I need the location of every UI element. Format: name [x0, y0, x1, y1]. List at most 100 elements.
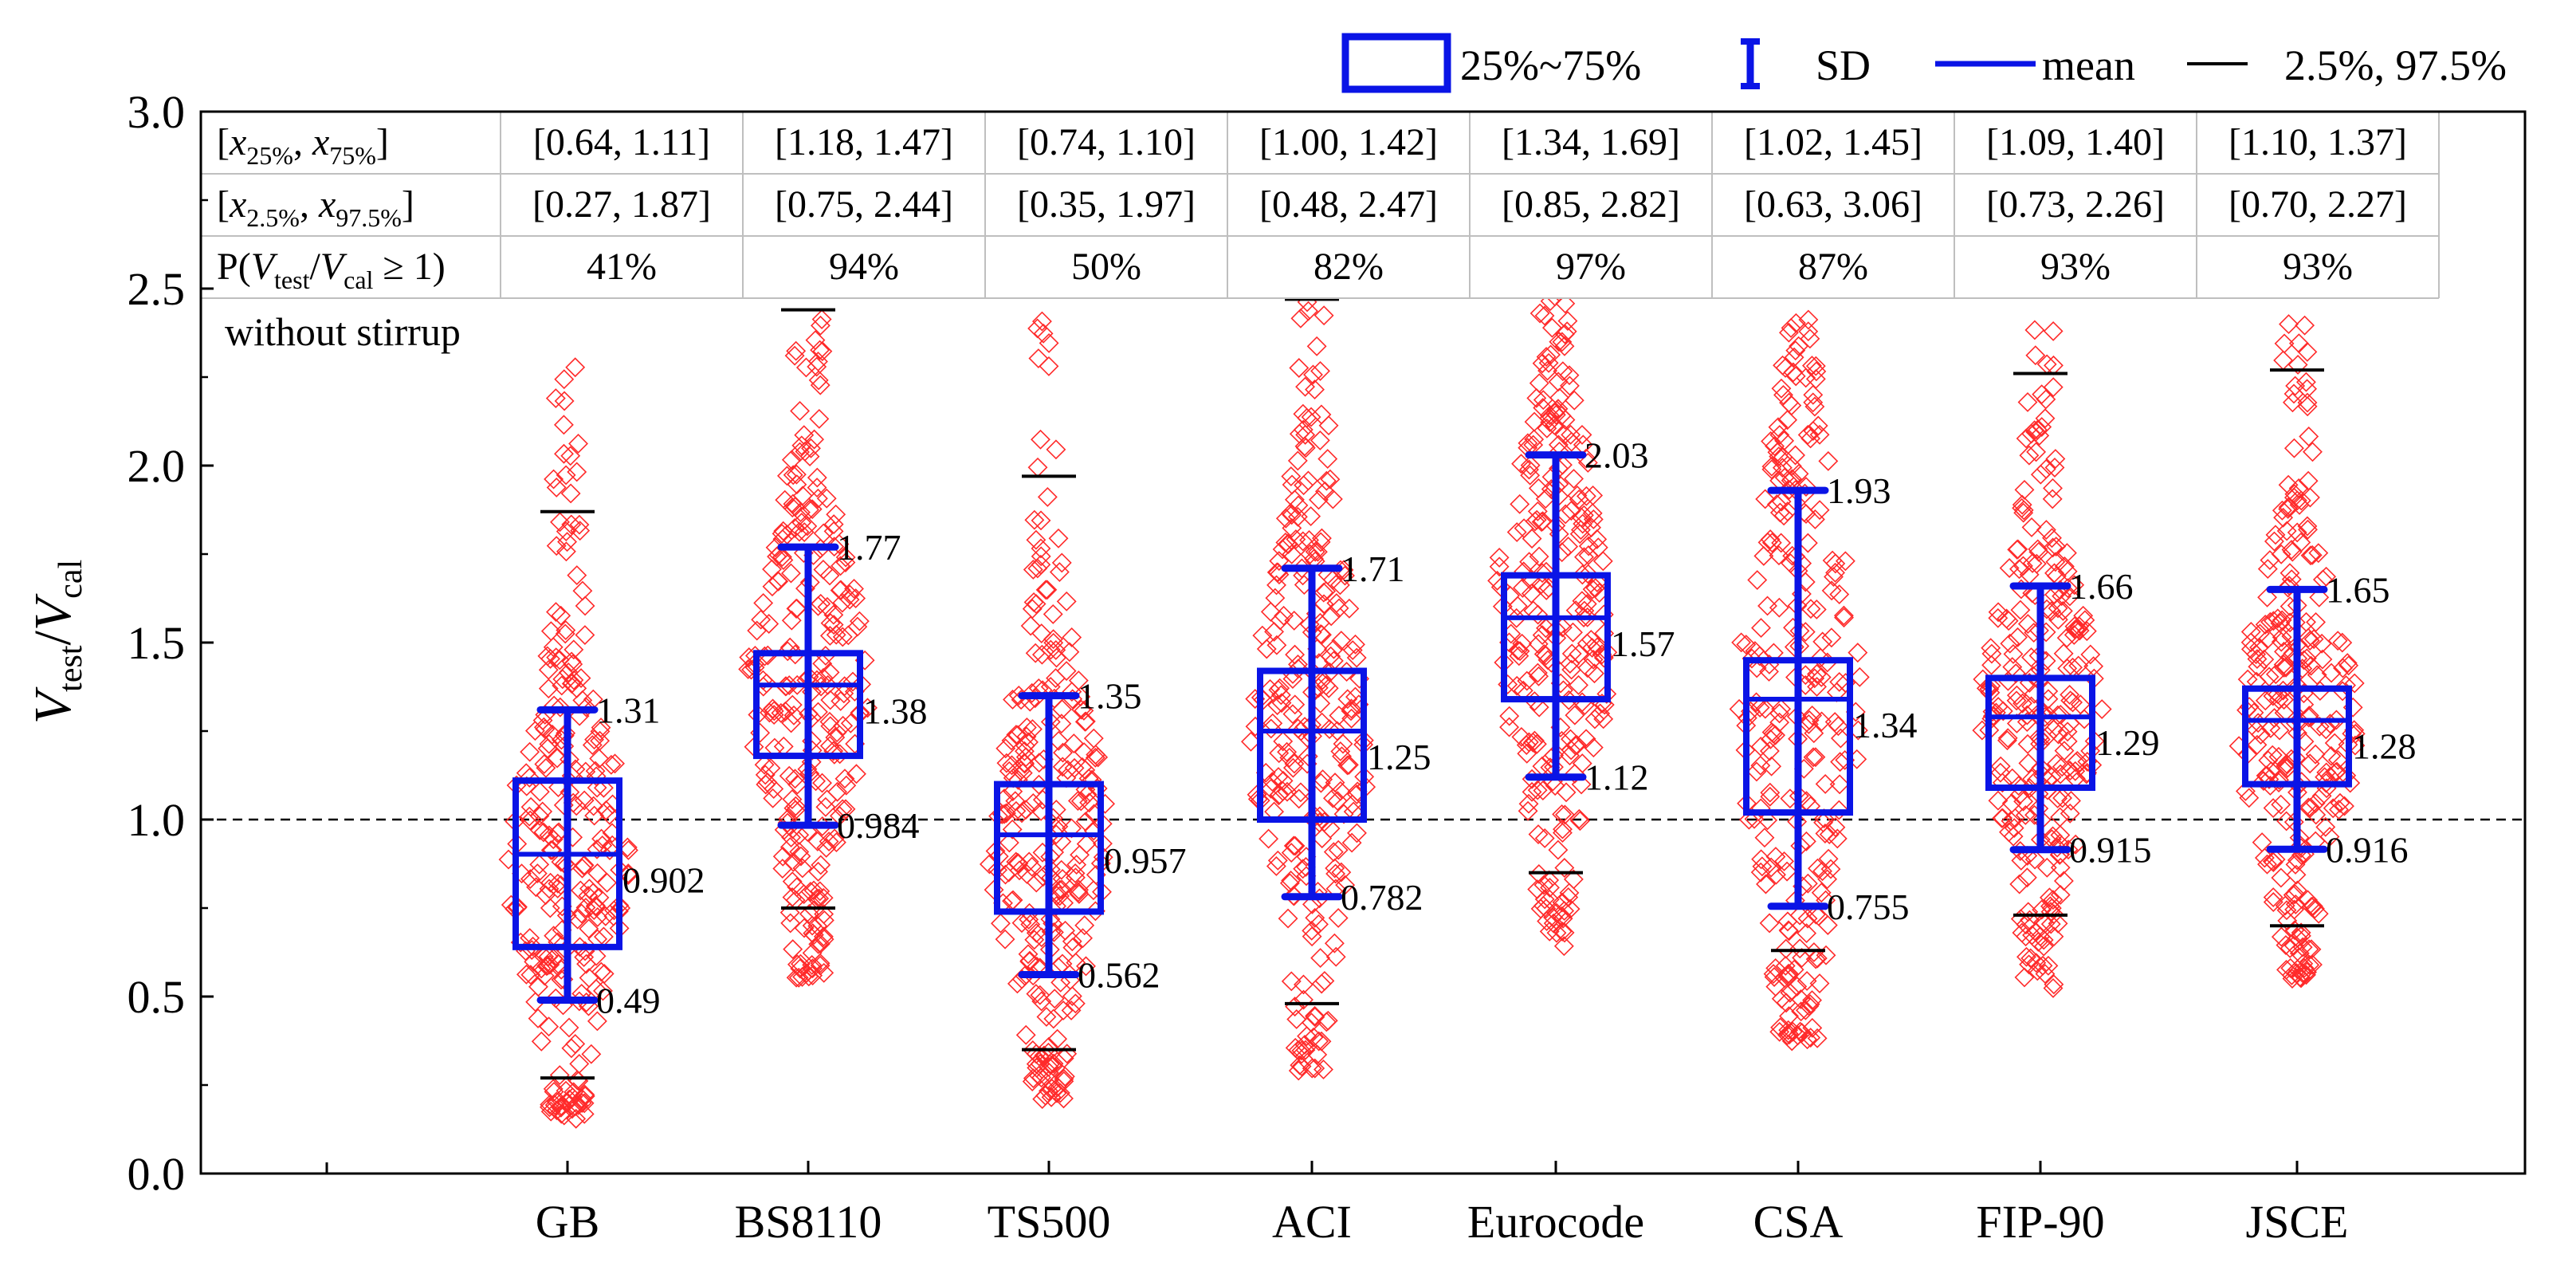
data-point	[1773, 446, 1793, 467]
data-point	[1587, 637, 1608, 658]
data-point	[1548, 372, 1569, 392]
data-point	[1489, 547, 1510, 568]
data-point	[1526, 509, 1547, 530]
label-sd-low: 0.915	[2069, 830, 2152, 871]
table-cell: 97%	[1556, 246, 1626, 288]
data-point	[1755, 489, 1776, 509]
data-point	[2291, 490, 2311, 511]
box-group-JSCE: 1.65 1.28 0.916	[2242, 368, 2417, 928]
data-point	[835, 799, 856, 820]
points-JSCE	[2228, 314, 2366, 989]
data-point	[554, 369, 575, 390]
data-point	[819, 832, 839, 851]
data-point	[544, 926, 564, 946]
data-point	[819, 565, 840, 586]
data-point	[2276, 811, 2297, 832]
data-point	[520, 869, 540, 889]
data-point	[824, 537, 845, 557]
data-point	[851, 674, 872, 694]
label-sd-high: 1.66	[2069, 566, 2134, 607]
data-point	[1506, 522, 1527, 542]
data-point	[581, 1044, 602, 1064]
data-point	[2268, 746, 2289, 767]
data-point	[1049, 562, 1070, 582]
data-point	[773, 736, 794, 757]
table-cell: [1.10, 1.37]	[2228, 121, 2407, 163]
data-point	[787, 598, 807, 619]
data-point	[1520, 465, 1541, 486]
iqr-box	[753, 650, 863, 760]
data-point	[814, 910, 834, 930]
data-point	[1558, 690, 1579, 710]
table-cell: [0.35, 1.97]	[1017, 183, 1196, 226]
data-point	[1773, 505, 1794, 526]
data-point	[2030, 733, 2051, 754]
data-point	[1011, 803, 1032, 824]
data-point	[783, 465, 803, 486]
data-point	[1090, 853, 1111, 874]
x-tick-label: ACI	[1272, 1196, 1352, 1248]
data-point	[1077, 784, 1098, 805]
data-point	[1329, 575, 1350, 596]
points-BS8110	[738, 309, 878, 988]
data-point	[1062, 938, 1083, 958]
data-point	[548, 823, 567, 843]
data-point	[1788, 729, 1808, 749]
data-point	[1533, 780, 1553, 801]
data-point	[2048, 788, 2068, 808]
data-point	[1264, 801, 1285, 822]
data-point	[1769, 545, 1789, 566]
data-point	[2287, 595, 2307, 615]
data-point	[811, 309, 832, 329]
data-point	[1795, 1000, 1816, 1020]
points-CSA	[1729, 309, 1870, 1052]
data-point	[1760, 786, 1781, 807]
table-cell: [0.74, 1.10]	[1017, 121, 1196, 163]
data-point	[2246, 644, 2267, 665]
data-point	[2303, 954, 2323, 975]
data-point	[2271, 794, 2291, 815]
data-point	[1316, 581, 1337, 602]
data-point	[1519, 459, 1539, 480]
data-point	[1041, 1087, 1062, 1107]
data-point	[544, 1095, 565, 1115]
data-point	[1577, 658, 1598, 678]
data-point	[1070, 844, 1090, 865]
data-point	[846, 764, 866, 784]
data-point	[1796, 368, 1816, 388]
data-point	[2299, 427, 2319, 446]
data-point	[1027, 318, 1048, 339]
box-group-Eurocode: 2.03 1.57 1.12	[1501, 435, 1675, 875]
data-point	[1312, 828, 1333, 849]
data-point	[1240, 731, 1261, 752]
data-point	[2324, 733, 2345, 753]
data-point	[1761, 533, 1782, 553]
data-point	[2066, 752, 2086, 773]
data-point	[1305, 1007, 1325, 1028]
data-point	[540, 1101, 561, 1122]
data-point	[583, 796, 604, 816]
data-point	[2299, 939, 2319, 960]
data-point	[2000, 633, 2020, 654]
data-point	[1048, 730, 1069, 751]
data-point	[545, 388, 566, 409]
data-point	[2044, 974, 2064, 995]
data-point	[1539, 405, 1560, 426]
data-point	[553, 415, 574, 435]
data-point	[1267, 850, 1288, 871]
data-point	[1271, 693, 1292, 714]
data-point	[2043, 377, 2064, 398]
table-cell: [1.18, 1.47]	[775, 121, 953, 163]
data-point	[546, 536, 567, 556]
data-point	[1808, 858, 1828, 879]
data-point	[1291, 1040, 1312, 1061]
data-point	[1776, 938, 1797, 959]
data-point	[594, 963, 615, 984]
data-point	[1052, 868, 1073, 889]
data-point	[1026, 984, 1046, 1005]
data-point	[781, 450, 802, 470]
data-point	[1293, 531, 1314, 552]
data-point	[1569, 811, 1590, 832]
data-point	[528, 1009, 548, 1028]
data-point	[1513, 577, 1533, 598]
